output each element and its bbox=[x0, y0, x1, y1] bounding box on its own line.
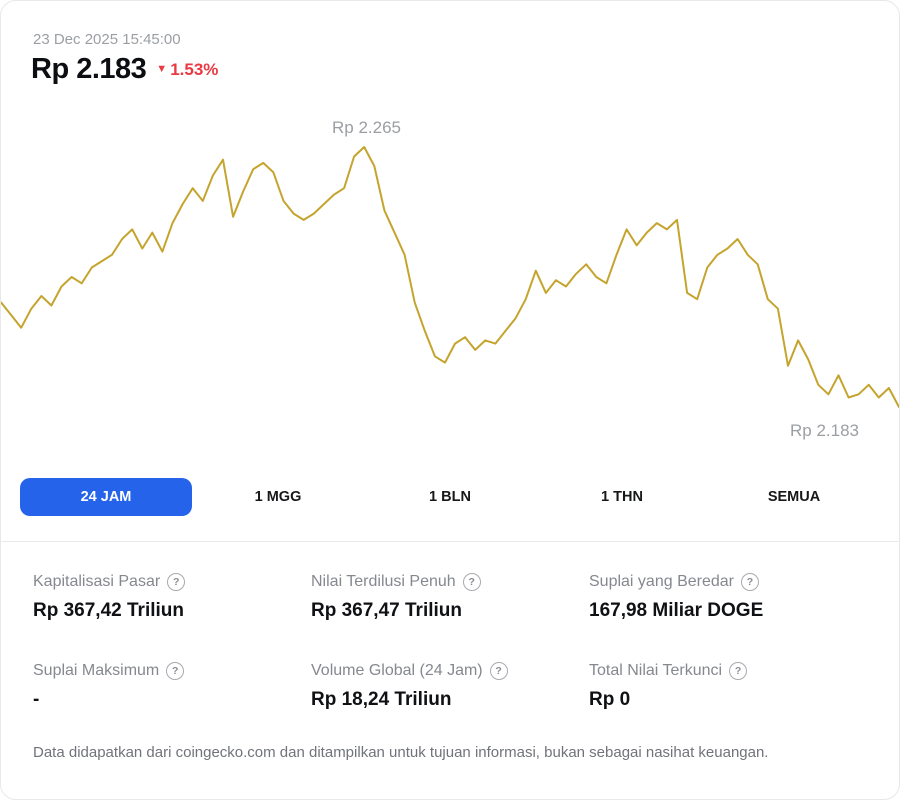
tab-24-jam[interactable]: 24 JAM bbox=[20, 478, 192, 516]
stats-grid: Kapitalisasi Pasar ? Rp 367,42 Triliun N… bbox=[33, 573, 867, 711]
stat-label-text: Suplai Maksimum bbox=[33, 662, 160, 679]
stat-volume-global-24-jam: Volume Global (24 Jam) ? Rp 18,24 Triliu… bbox=[311, 662, 589, 711]
stat-value: Rp 18,24 Triliun bbox=[311, 689, 452, 710]
stat-label-text: Kapitalisasi Pasar bbox=[33, 573, 161, 590]
stat-label: Total Nilai Terkunci ? bbox=[589, 662, 867, 680]
price-change-badge: ▼ 1.53% bbox=[156, 60, 218, 80]
tab-1-mgg[interactable]: 1 MGG bbox=[254, 489, 302, 505]
stat-value: 167,98 Miliar DOGE bbox=[589, 600, 764, 621]
price-change-percent: 1.53% bbox=[170, 59, 219, 79]
price-row: Rp 2.183 ▼ 1.53% bbox=[31, 53, 218, 86]
stat-label-text: Volume Global (24 Jam) bbox=[311, 662, 483, 679]
help-icon[interactable]: ? bbox=[462, 573, 481, 591]
stat-suplai-maksimum: Suplai Maksimum ? - bbox=[33, 662, 311, 711]
tab-1-bln[interactable]: 1 BLN bbox=[429, 489, 471, 505]
stat-label-text: Nilai Terdilusi Penuh bbox=[311, 573, 456, 590]
stat-label: Suplai Maksimum ? bbox=[33, 662, 311, 680]
chart-timestamp: 23 Dec 2025 15:45:00 bbox=[33, 31, 181, 48]
chart-end-label: Rp 2.183 bbox=[790, 421, 859, 440]
stat-value: Rp 367,42 Triliun bbox=[33, 600, 184, 621]
timeframe-tabs: 24 JAM 1 MGG 1 BLN 1 THN SEMUA bbox=[20, 478, 880, 516]
stat-total-nilai-terkunci: Total Nilai Terkunci ? Rp 0 bbox=[589, 662, 867, 711]
divider bbox=[1, 541, 899, 542]
help-icon[interactable]: ? bbox=[740, 573, 759, 591]
stat-nilai-terdilusi-penuh: Nilai Terdilusi Penuh ? Rp 367,47 Triliu… bbox=[311, 573, 589, 622]
disclaimer-text: Data didapatkan dari coingecko.com dan d… bbox=[33, 744, 769, 761]
stat-label: Nilai Terdilusi Penuh ? bbox=[311, 573, 589, 591]
tab-semua[interactable]: SEMUA bbox=[767, 489, 821, 505]
help-icon[interactable]: ? bbox=[489, 662, 508, 680]
stat-suplai-yang-beredar: Suplai yang Beredar ? 167,98 Miliar DOGE bbox=[589, 573, 867, 622]
chart-peak-label: Rp 2.265 bbox=[332, 118, 401, 137]
stat-kapitalisasi-pasar: Kapitalisasi Pasar ? Rp 367,42 Triliun bbox=[33, 573, 311, 622]
down-arrow-icon: ▼ bbox=[156, 63, 168, 75]
stat-label: Volume Global (24 Jam) ? bbox=[311, 662, 589, 680]
stat-label-text: Suplai yang Beredar bbox=[589, 573, 734, 590]
help-icon[interactable]: ? bbox=[167, 573, 186, 591]
current-price: Rp 2.183 bbox=[31, 53, 147, 85]
help-icon[interactable]: ? bbox=[729, 662, 748, 680]
stat-label-text: Total Nilai Terkunci bbox=[589, 662, 723, 679]
stat-value: - bbox=[33, 689, 40, 710]
help-icon[interactable]: ? bbox=[166, 662, 185, 680]
stat-label: Kapitalisasi Pasar ? bbox=[33, 573, 311, 591]
stat-label: Suplai yang Beredar ? bbox=[589, 573, 867, 591]
stat-value: Rp 0 bbox=[589, 689, 631, 710]
stat-value: Rp 367,47 Triliun bbox=[311, 600, 462, 621]
tab-1-thn[interactable]: 1 THN bbox=[601, 489, 643, 505]
